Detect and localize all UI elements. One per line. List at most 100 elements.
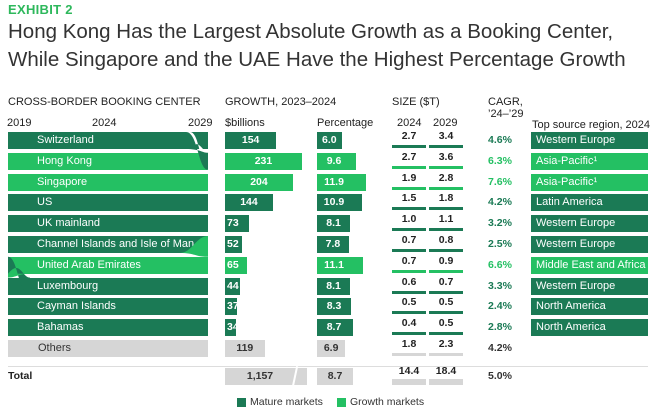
growth-billions-value: 204 bbox=[250, 175, 268, 188]
region-badge: Latin America bbox=[531, 194, 648, 212]
growth-billions-value: 231 bbox=[254, 154, 273, 167]
center-bar bbox=[8, 340, 208, 357]
total-size-2029-value: 18.4 bbox=[435, 365, 457, 377]
header-size: SIZE ($T) bbox=[392, 96, 440, 108]
growth-pct-bar bbox=[317, 256, 363, 274]
region-badge: Western Europe bbox=[531, 132, 648, 149]
center-label: United Arab Emirates bbox=[37, 258, 141, 271]
luxembourg-curve bbox=[8, 256, 30, 295]
size-2024-bar bbox=[392, 228, 426, 232]
size-2024-value: 0.5 bbox=[401, 296, 417, 309]
size-2024-value: 1.0 bbox=[401, 213, 417, 226]
center-label: Bahamas bbox=[37, 321, 84, 334]
growth-billions-bar bbox=[225, 194, 273, 212]
size-2029-value: 0.7 bbox=[438, 275, 454, 288]
growth-pct-value: 10.9 bbox=[323, 196, 345, 209]
growth-pct-value: 8.7 bbox=[326, 321, 342, 334]
growth-pct-value: 6.0 bbox=[321, 134, 337, 146]
size-2024-bar bbox=[392, 165, 426, 169]
size-2029-value: 3.6 bbox=[438, 150, 454, 163]
size-2024-bar bbox=[392, 269, 426, 273]
header-size-2029: 2029 bbox=[433, 117, 458, 129]
growth-pct-value: 7.8 bbox=[325, 238, 341, 250]
region-badge: Western Europe bbox=[531, 236, 648, 253]
size-2029-bar bbox=[429, 290, 463, 294]
cagr-value: 6.3% bbox=[488, 154, 512, 167]
growth-billions-value: 34 bbox=[227, 321, 239, 334]
header-center: CROSS-BORDER BOOKING CENTER bbox=[8, 96, 201, 108]
size-2029-bar bbox=[429, 269, 463, 273]
size-2024-value: 0.4 bbox=[401, 317, 417, 330]
cagr-value: 7.6% bbox=[488, 175, 512, 188]
size-2029-bar bbox=[429, 249, 463, 252]
growth-billions-value: 73 bbox=[227, 217, 239, 230]
header-growth: GROWTH, 2023–2024 bbox=[225, 96, 337, 108]
legend-swatch-mature bbox=[237, 398, 246, 407]
growth-billions-bar bbox=[225, 173, 293, 191]
size-2029-bar bbox=[429, 332, 463, 336]
size-2024-value: 0.6 bbox=[401, 275, 417, 288]
growth-pct-bar bbox=[317, 132, 342, 149]
cagr-value: 6.6% bbox=[488, 258, 512, 271]
year-2019: 2019 bbox=[7, 117, 32, 129]
size-2029-value: 0.9 bbox=[438, 254, 454, 267]
cagr-value: 3.2% bbox=[488, 217, 512, 230]
center-bar bbox=[8, 215, 208, 233]
total-cagr-value: 5.0% bbox=[488, 370, 512, 382]
header-region: Top source region, 2024 bbox=[532, 119, 651, 131]
center-label: Channel Islands and Isle of Man bbox=[37, 238, 195, 250]
center-label: US bbox=[37, 196, 53, 209]
center-label: Others bbox=[38, 342, 72, 354]
growth-pct-bar bbox=[317, 173, 366, 191]
region-badge: Asia-Pacific¹ bbox=[531, 173, 648, 191]
size-2029-value: 0.5 bbox=[438, 296, 454, 309]
size-2024-bar bbox=[392, 353, 426, 356]
center-label: Cayman Islands bbox=[37, 300, 116, 313]
cagr-value: 4.6% bbox=[488, 134, 512, 146]
growth-pct-bar bbox=[317, 277, 351, 295]
total-billions-bar bbox=[225, 368, 307, 385]
region-badge: North America bbox=[531, 298, 648, 316]
size-2024-value: 0.7 bbox=[401, 254, 417, 267]
center-bar bbox=[8, 277, 208, 295]
center-bar bbox=[8, 194, 208, 212]
region-badge: Asia-Pacific¹ bbox=[531, 152, 648, 170]
size-2029-value: 1.8 bbox=[438, 192, 454, 205]
size-2024-value: 2.7 bbox=[401, 130, 417, 142]
header-billions: $billions bbox=[225, 117, 265, 129]
growth-pct-value: 6.9 bbox=[323, 342, 339, 354]
size-2024-value: 0.7 bbox=[401, 234, 417, 246]
title-line-2: While Singapore and the UAE Have the Hig… bbox=[8, 48, 626, 71]
growth-billions-value: 44 bbox=[227, 279, 239, 292]
center-label: Switzerland bbox=[37, 134, 94, 146]
cagr-value: 2.5% bbox=[488, 238, 512, 250]
total-billions-value: 1,157 bbox=[246, 370, 274, 382]
size-2029-bar bbox=[429, 207, 463, 211]
total-size-2024-value: 14.4 bbox=[398, 365, 420, 377]
size-2024-bar bbox=[392, 311, 426, 315]
region-badge: Middle East and Africa bbox=[531, 256, 648, 274]
center-label: UK mainland bbox=[37, 217, 100, 230]
size-2029-bar bbox=[429, 311, 463, 315]
uae-left-curve bbox=[8, 273, 30, 278]
growth-pct-bar bbox=[317, 298, 352, 316]
size-2029-bar bbox=[429, 186, 463, 190]
size-2024-value: 2.7 bbox=[401, 150, 417, 163]
size-2029-bar bbox=[429, 228, 463, 232]
year-2029: 2029 bbox=[188, 117, 213, 129]
growth-billions-value: 119 bbox=[236, 342, 254, 354]
size-2029-value: 0.5 bbox=[438, 317, 454, 330]
header-percentage: Percentage bbox=[317, 117, 374, 129]
center-bar bbox=[8, 256, 208, 274]
switzerland-curve bbox=[180, 132, 208, 170]
size-2029-bar bbox=[429, 165, 463, 169]
cagr-value: 2.8% bbox=[488, 321, 512, 334]
growth-billions-bar bbox=[225, 132, 277, 149]
growth-pct-bar bbox=[317, 319, 353, 337]
center-bar bbox=[8, 319, 208, 337]
growth-pct-value: 11.1 bbox=[324, 258, 344, 271]
size-2029-value: 1.1 bbox=[438, 213, 454, 226]
cagr-value: 3.3% bbox=[488, 279, 512, 292]
size-2029-value: 2.8 bbox=[438, 171, 454, 184]
